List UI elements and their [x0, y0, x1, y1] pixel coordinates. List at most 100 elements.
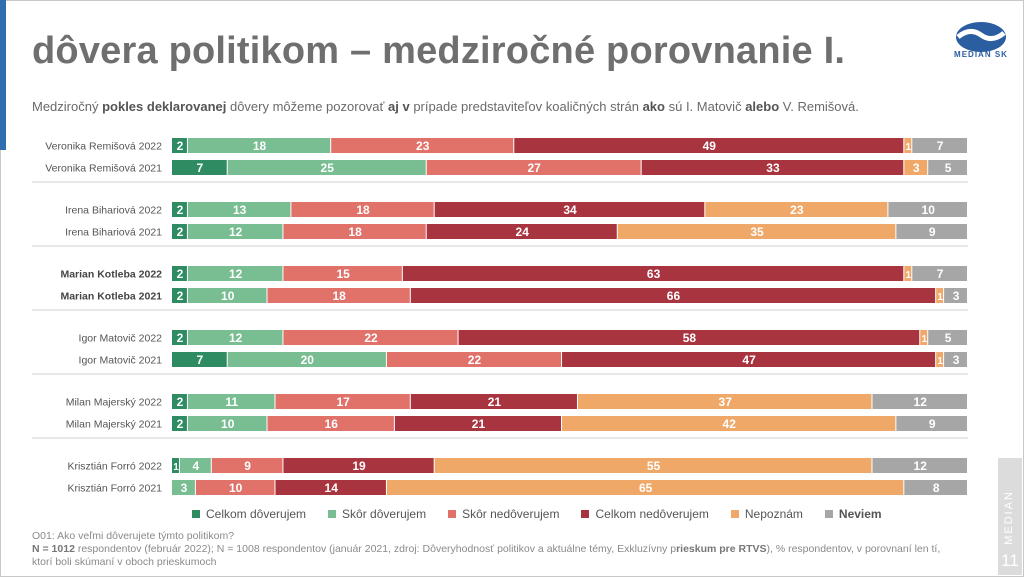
subtitle-part: dôvery môžeme pozorovať — [226, 99, 389, 114]
bar-value-label: 15 — [336, 267, 350, 281]
bar-value-label: 12 — [914, 459, 928, 473]
bar-segment — [195, 480, 275, 495]
bar-segment — [172, 352, 227, 367]
subtitle-part: alebo — [745, 99, 780, 114]
bar-value-label: 7 — [197, 353, 204, 367]
bar-segment — [705, 202, 888, 217]
bar-value-label: 25 — [321, 161, 335, 175]
footnote-part: rieskum pre RTVS — [676, 543, 767, 555]
footnote-part: N = 1012 — [32, 543, 75, 555]
row-label: Marian Kotleba 2022 — [60, 269, 162, 281]
legend-swatch — [730, 510, 739, 518]
legend-label: Skôr nedôverujem — [462, 507, 560, 521]
bar-value-label: 18 — [253, 139, 267, 153]
bar-value-label: 9 — [244, 459, 251, 473]
bar-value-label: 7 — [937, 139, 944, 153]
footnote-part: respondentov (február 2022); N = 1008 re… — [74, 543, 677, 555]
chart-legend: Celkom dôverujem Skôr dôverujem Skôr nedôv… — [192, 506, 904, 522]
bar-segment — [172, 394, 187, 409]
legend-label: Celkom nedôverujem — [595, 507, 709, 521]
legend-item: Neviem — [824, 507, 882, 521]
bar-segment — [283, 224, 426, 239]
logo-text: MEDIAN SK — [954, 50, 1008, 59]
bar-value-label: 4 — [193, 459, 200, 473]
subtitle-part: pokles deklarovanej — [102, 99, 227, 114]
bar-segment — [172, 266, 187, 281]
bar-segment — [187, 394, 275, 409]
bar-segment — [944, 288, 967, 303]
bar-value-label: 8 — [933, 481, 940, 495]
bar-value-label: 16 — [325, 417, 339, 431]
bar-segment — [275, 480, 386, 495]
subtitle-part: ako — [642, 99, 665, 114]
bar-segment — [187, 330, 283, 345]
bar-segment — [187, 416, 267, 431]
footnote-sample: N = 1012 respondentov (február 2022); N … — [32, 543, 962, 569]
bar-segment — [275, 394, 410, 409]
legend-item: Nepoznám — [730, 507, 803, 521]
bar-segment — [928, 330, 967, 345]
legend-swatch — [328, 510, 337, 518]
bar-value-label: 35 — [750, 225, 764, 239]
bar-segment — [426, 160, 641, 175]
bar-segment — [283, 330, 458, 345]
bar-segment — [187, 288, 267, 303]
bar-value-label: 12 — [229, 267, 243, 281]
bar-value-label: 23 — [790, 203, 804, 217]
bar-segment — [283, 458, 434, 473]
row-label: Milan Majerský 2022 — [66, 397, 162, 409]
row-label: Irena Bihariová 2021 — [65, 227, 162, 239]
bar-segment — [172, 224, 187, 239]
bar-value-label: 55 — [647, 459, 661, 473]
bar-segment — [187, 202, 291, 217]
bar-segment — [386, 352, 562, 367]
bar-segment — [896, 224, 967, 239]
subtitle-part: Medziročný — [32, 99, 103, 114]
row-label: Veronika Remišová 2022 — [45, 141, 162, 153]
bar-value-label: 37 — [719, 395, 733, 409]
bar-segment — [187, 224, 283, 239]
stacked-bar-chart: Veronika Remišová 2022 2 18 23 49 1 7Veronika … — [32, 138, 968, 495]
bar-segment — [928, 160, 967, 175]
bar-value-label: 17 — [336, 395, 350, 409]
bar-value-label: 10 — [229, 481, 243, 495]
row-label: Irena Bihariová 2022 — [65, 205, 162, 217]
legend-swatch — [448, 510, 457, 518]
bar-value-label: 12 — [914, 395, 928, 409]
bar-segment — [434, 202, 705, 217]
bar-segment — [172, 202, 187, 217]
bar-segment — [410, 288, 936, 303]
bar-segment — [267, 416, 394, 431]
bar-segment — [904, 480, 967, 495]
bar-value-label: 23 — [416, 139, 430, 153]
bar-value-label: 1 — [906, 142, 912, 153]
bar-segment — [944, 352, 967, 367]
bar-segment — [617, 224, 896, 239]
row-label: Milan Majerský 2021 — [66, 419, 162, 431]
bar-segment — [920, 330, 928, 345]
bar-segment — [172, 416, 187, 431]
bar-value-label: 2 — [177, 267, 184, 281]
bar-value-label: 10 — [221, 417, 235, 431]
subtitle-part: aj v — [388, 99, 410, 114]
legend-item: Celkom dôverujem — [192, 507, 306, 521]
bar-segment — [936, 352, 944, 367]
bar-value-label: 9 — [929, 417, 936, 431]
bar-value-label: 10 — [221, 289, 235, 303]
bar-value-label: 1 — [921, 334, 927, 345]
legend-item: Skôr nedôverujem — [448, 507, 559, 521]
bar-segment — [402, 266, 904, 281]
bar-segment — [872, 394, 967, 409]
bar-segment — [562, 416, 896, 431]
bar-value-label: 24 — [516, 225, 530, 239]
subtitle-part: prípade predstaviteľov koaličných strán — [409, 99, 643, 114]
bar-segment — [904, 160, 928, 175]
bar-value-label: 11 — [225, 395, 238, 409]
bar-value-label: 19 — [352, 459, 366, 473]
bar-value-label: 12 — [229, 331, 243, 345]
bar-segment — [172, 288, 187, 303]
bar-segment — [172, 480, 195, 495]
bar-value-label: 2 — [177, 417, 184, 431]
bar-value-label: 58 — [683, 331, 697, 345]
legend-item: Skôr dôverujem — [328, 507, 426, 521]
